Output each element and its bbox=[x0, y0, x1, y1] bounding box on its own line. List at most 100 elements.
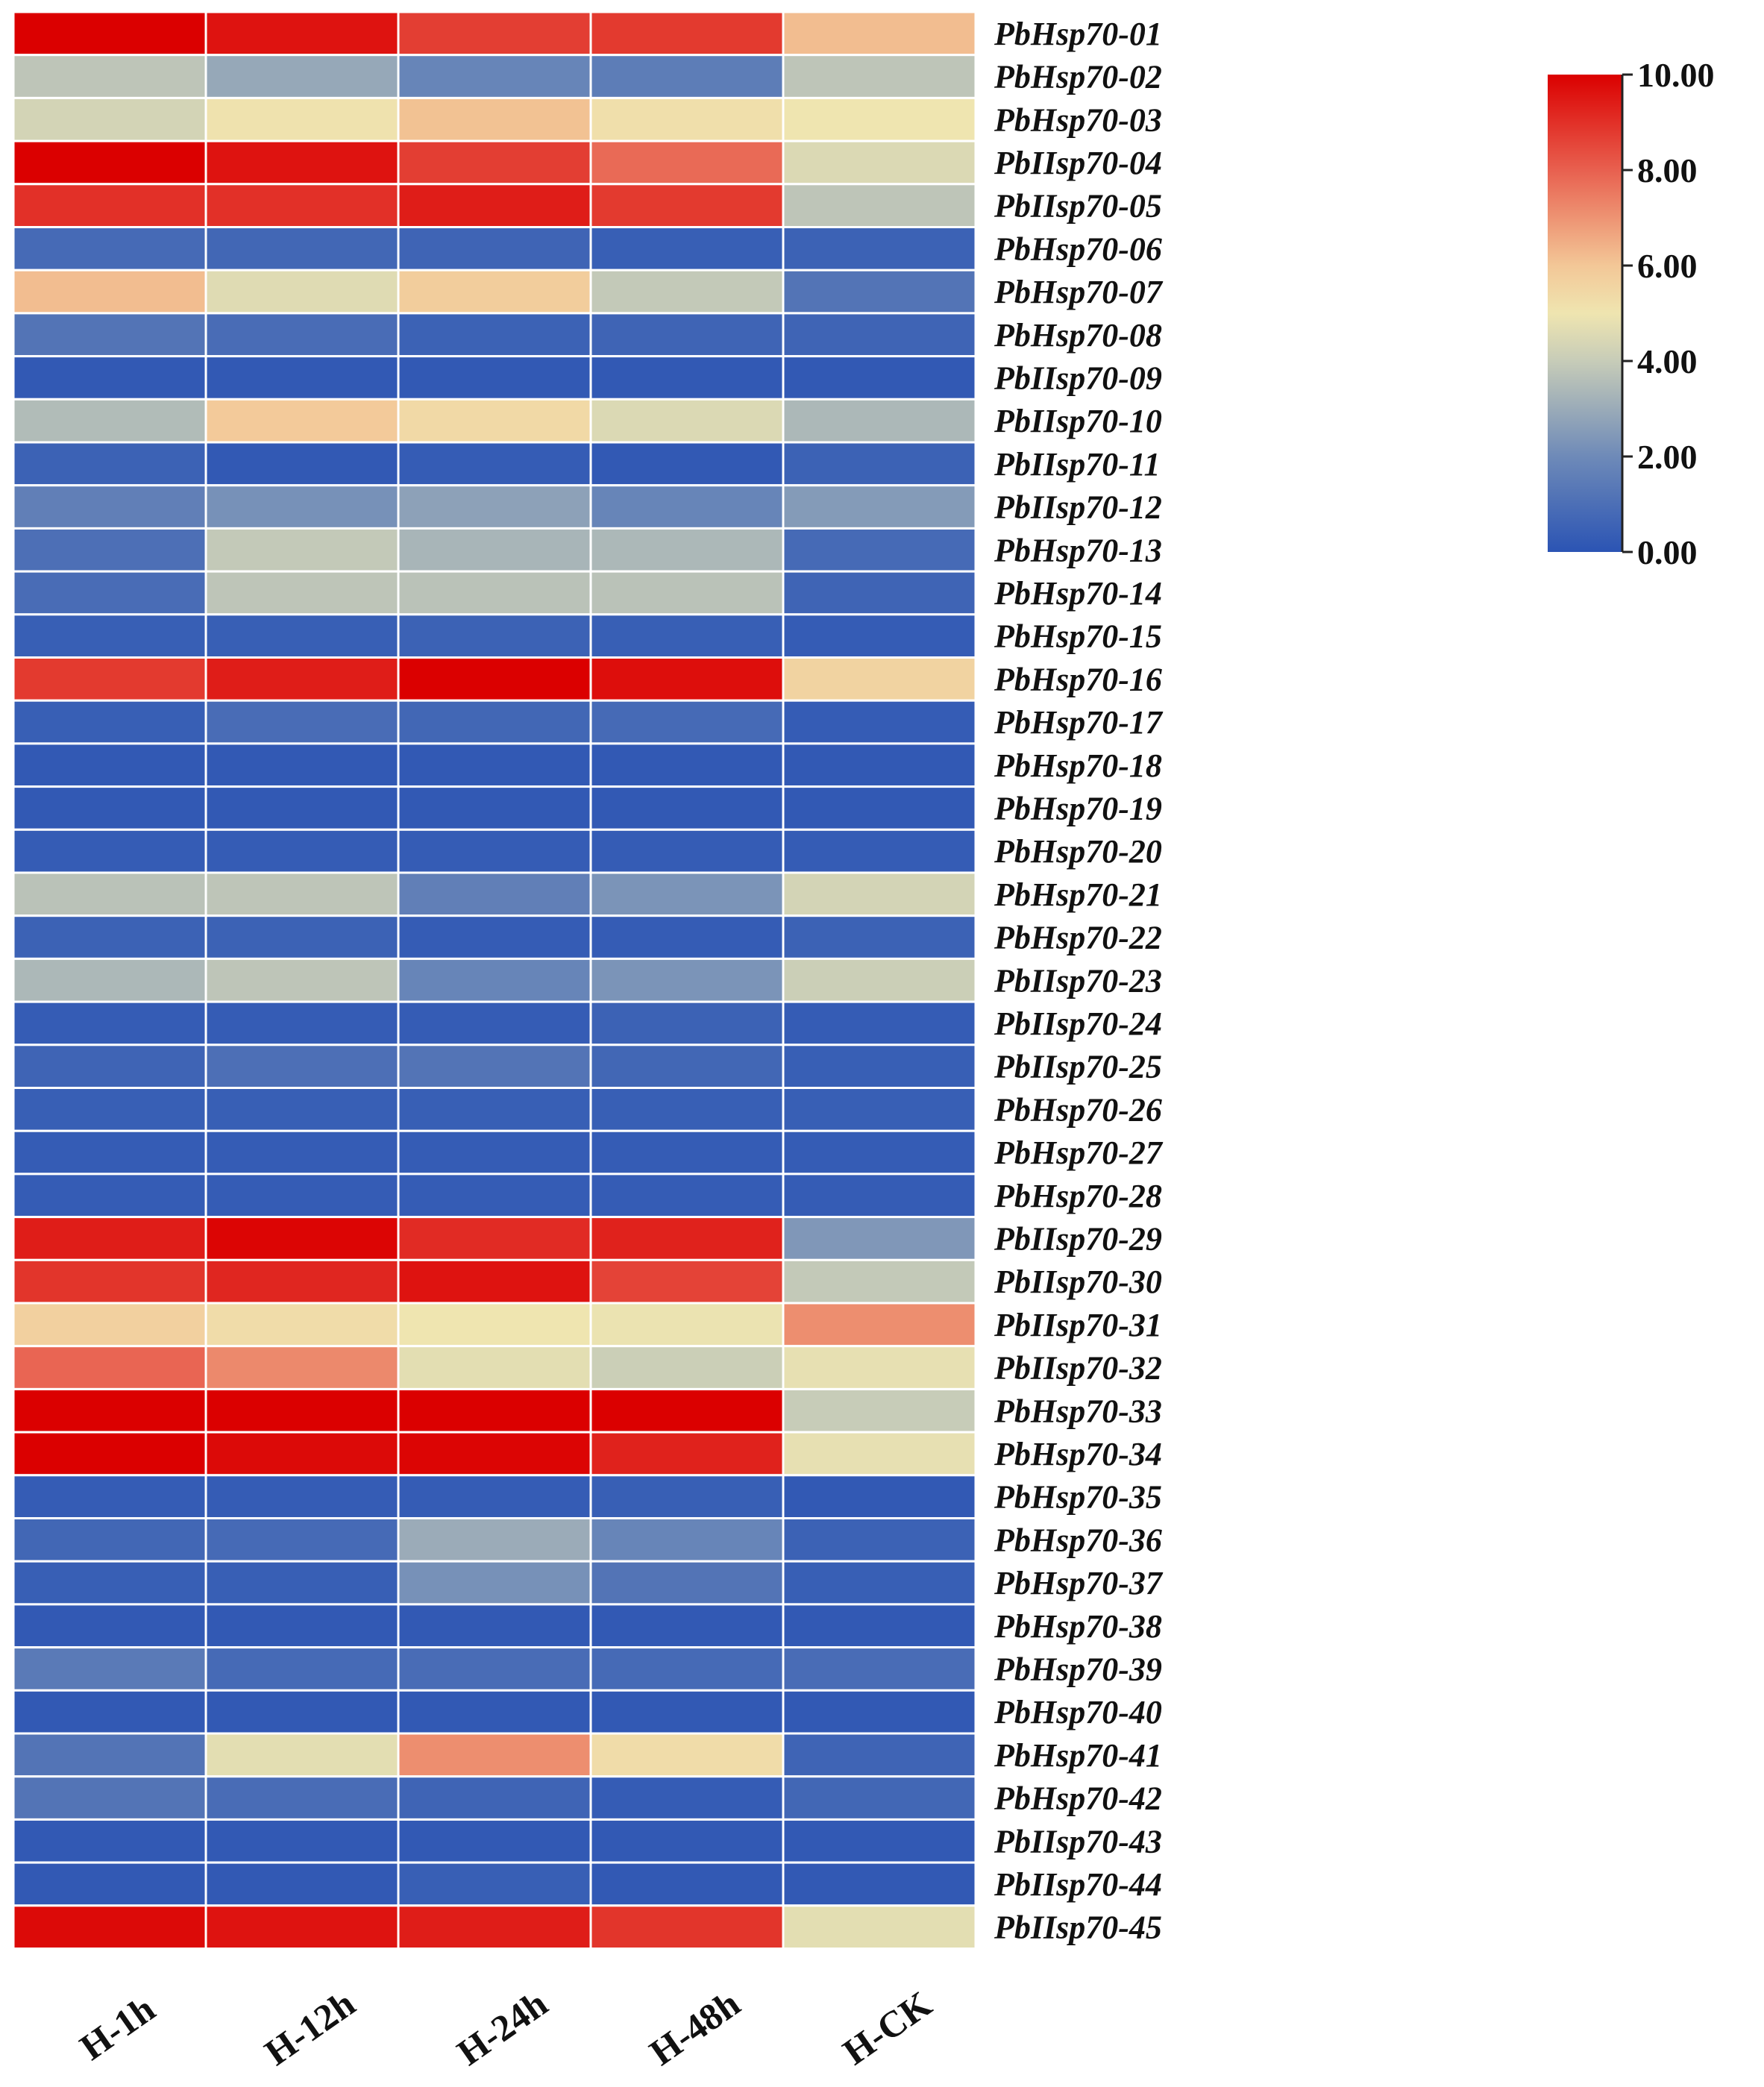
heatmap-cell bbox=[12, 1258, 207, 1305]
heatmap-cell bbox=[589, 1129, 785, 1176]
row-label: PbHsp70-13 bbox=[994, 532, 1162, 568]
heatmap-cell bbox=[204, 1689, 400, 1735]
heatmap-cell bbox=[397, 312, 592, 358]
color-scale-tick-label: 2.00 bbox=[1637, 438, 1698, 476]
heatmap-cell bbox=[782, 1044, 977, 1090]
heatmap-cell bbox=[589, 355, 785, 401]
heatmap-cell bbox=[12, 1818, 207, 1864]
heatmap-cell bbox=[589, 1302, 785, 1348]
column-label: H-12h bbox=[257, 1982, 363, 2073]
heatmap-cell bbox=[397, 1560, 592, 1606]
heatmap-cell bbox=[782, 1560, 977, 1606]
heatmap-cell bbox=[12, 226, 207, 272]
row-labels: PbHsp70-01 PbHsp70-02 PbHsp70-03 PbIIsp70-0… bbox=[994, 16, 1164, 1946]
heatmap-cell bbox=[204, 1603, 400, 1649]
heatmap-cell bbox=[782, 355, 977, 401]
heatmap-cell bbox=[12, 1474, 207, 1520]
row-label: PbHsp70-03 bbox=[994, 101, 1162, 138]
column-label: H-1h bbox=[72, 1987, 163, 2068]
color-scale-tick-label: 4.00 bbox=[1637, 342, 1698, 380]
heatmap-cell bbox=[397, 1431, 592, 1477]
heatmap-cell bbox=[204, 527, 400, 573]
heatmap-cell bbox=[12, 54, 207, 99]
heatmap-cell bbox=[204, 1087, 400, 1132]
heatmap-cell bbox=[782, 1173, 977, 1219]
heatmap-cell bbox=[397, 269, 592, 315]
heatmap-cell bbox=[12, 914, 207, 960]
heatmap-cell bbox=[204, 1345, 400, 1390]
heatmap-cell bbox=[782, 1861, 977, 1907]
heatmap-cell bbox=[397, 1474, 592, 1520]
heatmap-cell bbox=[12, 1732, 207, 1778]
heatmap-cell bbox=[12, 1044, 207, 1090]
row-label: PbHsp70-18 bbox=[994, 747, 1162, 784]
heatmap-cell bbox=[589, 269, 785, 315]
row-label: PbHsp70-06 bbox=[994, 230, 1162, 267]
heatmap-cell bbox=[397, 871, 592, 917]
heatmap-cell bbox=[782, 1775, 977, 1821]
heatmap-cell bbox=[782, 226, 977, 272]
heatmap-cell bbox=[589, 226, 785, 272]
row-label: PbHsp70-28 bbox=[994, 1178, 1162, 1214]
heatmap-cell bbox=[397, 1216, 592, 1261]
heatmap-cell bbox=[12, 1129, 207, 1176]
heatmap-cell bbox=[204, 1818, 400, 1864]
heatmap-cell bbox=[204, 656, 400, 702]
row-label: PbHsp70-21 bbox=[994, 876, 1162, 913]
heatmap-cell bbox=[397, 1861, 592, 1907]
row-label: PbHsp70-40 bbox=[994, 1694, 1162, 1730]
heatmap-cell bbox=[204, 54, 400, 99]
heatmap-cell bbox=[12, 1775, 207, 1821]
heatmap-cell bbox=[204, 1861, 400, 1907]
heatmap-cell bbox=[397, 1775, 592, 1821]
heatmap-cell bbox=[589, 1044, 785, 1090]
heatmap-cell bbox=[589, 484, 785, 530]
heatmap-cell bbox=[12, 656, 207, 702]
heatmap-cell bbox=[589, 1431, 785, 1477]
heatmap-cell bbox=[204, 269, 400, 315]
heatmap-cell bbox=[397, 1000, 592, 1046]
heatmap-cell bbox=[204, 914, 400, 960]
heatmap-cell bbox=[589, 398, 785, 444]
heatmap-cell bbox=[782, 10, 977, 57]
heatmap-cell bbox=[12, 785, 207, 831]
row-label: PbHsp70-01 bbox=[994, 16, 1162, 52]
heatmap-cell bbox=[397, 1603, 592, 1649]
heatmap-cell bbox=[12, 1087, 207, 1132]
heatmap-cell bbox=[204, 1258, 400, 1305]
heatmap-cell bbox=[204, 1216, 400, 1261]
heatmap-cell bbox=[782, 570, 977, 616]
heatmap-cell bbox=[12, 699, 207, 745]
row-label: PbHsp70-26 bbox=[994, 1091, 1162, 1128]
heatmap-cell bbox=[204, 871, 400, 917]
heatmap-cell bbox=[589, 570, 785, 616]
heatmap-cell bbox=[589, 1818, 785, 1864]
row-label: PbIIsp70-32 bbox=[994, 1350, 1162, 1387]
heatmap-cell bbox=[782, 527, 977, 573]
heatmap-cell bbox=[204, 957, 400, 1003]
heatmap-cell bbox=[782, 183, 977, 229]
heatmap-cell bbox=[12, 441, 207, 487]
heatmap-cell bbox=[12, 527, 207, 573]
heatmap-cell bbox=[397, 96, 592, 142]
row-label: PbHsp70-36 bbox=[994, 1522, 1162, 1558]
heatmap-cell bbox=[204, 312, 400, 358]
heatmap-cell bbox=[397, 957, 592, 1003]
row-label: PbIIsp70-04 bbox=[994, 145, 1162, 181]
heatmap-cell bbox=[782, 613, 977, 659]
heatmap-cell bbox=[589, 1216, 785, 1261]
row-label: PbHsp70-19 bbox=[994, 790, 1162, 826]
heatmap-cell bbox=[397, 656, 592, 702]
heatmap-cell bbox=[12, 1345, 207, 1390]
heatmap-cell bbox=[589, 1474, 785, 1520]
heatmap-cell bbox=[12, 742, 207, 788]
row-label: PbIIsp70-11 bbox=[994, 446, 1160, 483]
heatmap-cell bbox=[589, 1000, 785, 1046]
heatmap-cell bbox=[589, 613, 785, 659]
heatmap-cell bbox=[782, 484, 977, 530]
heatmap-cell bbox=[204, 1560, 400, 1606]
row-label: PbIIsp70-25 bbox=[994, 1049, 1162, 1085]
heatmap-cell bbox=[589, 957, 785, 1003]
